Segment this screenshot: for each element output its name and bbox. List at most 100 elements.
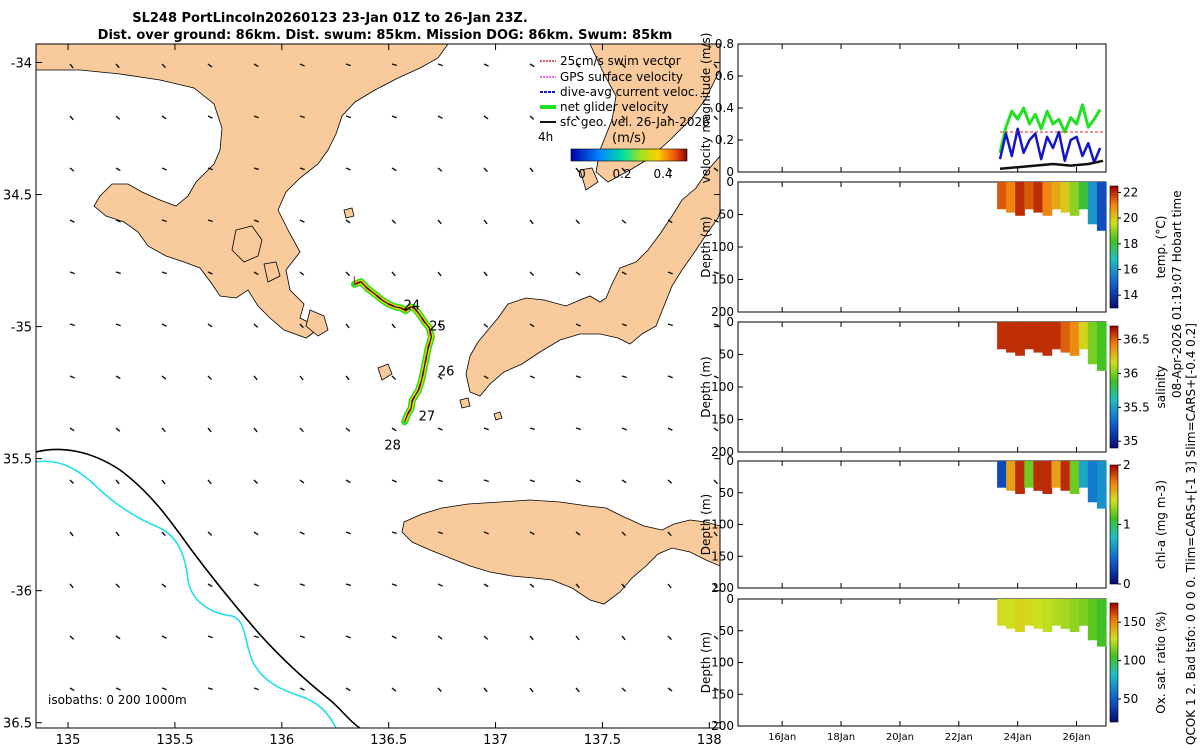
velocity-arrow bbox=[391, 271, 396, 277]
velocity-arrow bbox=[115, 687, 121, 691]
heatmap-cell bbox=[1024, 322, 1034, 350]
colorbar-label: temp. (°C) bbox=[1154, 216, 1168, 279]
velocity-arrow bbox=[529, 323, 535, 328]
velocity-arrow bbox=[529, 375, 535, 379]
velocity-arrow bbox=[161, 115, 167, 120]
velocity-series-line bbox=[998, 127, 1102, 164]
velocity-arrow bbox=[253, 271, 259, 276]
velocity-arrow bbox=[391, 323, 396, 329]
velocity-arrow bbox=[575, 635, 580, 641]
surface-velocity-vectors bbox=[69, 63, 719, 693]
velocity-arrow bbox=[437, 167, 443, 172]
velocity-arrow bbox=[529, 167, 534, 173]
velocity-arrow bbox=[161, 531, 166, 537]
velocity-arrow bbox=[391, 635, 397, 639]
velocity-arrow bbox=[391, 531, 397, 535]
velocity-arrow bbox=[345, 687, 351, 692]
panel-colorbar bbox=[1109, 185, 1119, 309]
panel-y-tick-label: 0 bbox=[726, 165, 734, 179]
heatmap-cell bbox=[1060, 182, 1071, 213]
velocity-arrow bbox=[575, 479, 581, 483]
velocity-arrow bbox=[161, 687, 167, 691]
heatmap-cell bbox=[1033, 599, 1044, 629]
velocity-arrow bbox=[115, 219, 121, 223]
panel-y-tick-label: 150 bbox=[711, 687, 734, 701]
velocity-arrow bbox=[253, 167, 259, 171]
heatmap-cell bbox=[1024, 182, 1034, 210]
velocity-arrow bbox=[529, 219, 534, 225]
velocity-arrow bbox=[207, 63, 213, 68]
velocity-arrow bbox=[529, 531, 535, 535]
velocity-arrow bbox=[713, 63, 718, 69]
velocity-arrow bbox=[115, 323, 121, 327]
colorbar-tick-label: 22 bbox=[1123, 185, 1138, 199]
heatmap-cell bbox=[1042, 322, 1053, 356]
heatmap-cell bbox=[1078, 182, 1089, 210]
colorbar-tick-label: 0 bbox=[1123, 577, 1131, 591]
heatmap-cell bbox=[1015, 322, 1025, 356]
velocity-arrow bbox=[483, 583, 489, 588]
heatmap-cell bbox=[1042, 461, 1053, 494]
velocity-arrow bbox=[621, 479, 627, 484]
heatmap-cell bbox=[997, 599, 1007, 626]
map-y-tick-label: -36 bbox=[11, 585, 32, 600]
velocity-arrow bbox=[483, 687, 488, 693]
map-y-tick-label: -34 bbox=[11, 56, 32, 71]
heatmap-cell bbox=[1015, 182, 1025, 216]
velocity-arrow bbox=[299, 479, 305, 484]
velocity-arrow bbox=[161, 219, 167, 223]
heatmap-cell bbox=[997, 461, 1007, 488]
panel-temperature: 0 50 100 150 200 Depth (m) 14 16 18 20 22 temp. (°C… bbox=[699, 175, 1168, 319]
heatmap-cell bbox=[1087, 461, 1098, 503]
map-y-tick-label: 35.5 bbox=[3, 453, 32, 468]
colorbar-tick-0: 0 bbox=[578, 167, 586, 181]
velocity-arrow bbox=[115, 167, 121, 172]
panel-colorbar bbox=[1109, 602, 1119, 723]
heatmap-cell bbox=[1096, 461, 1107, 509]
heatmap-cell bbox=[1051, 182, 1062, 210]
velocity-arrow bbox=[345, 635, 351, 639]
velocity-arrow bbox=[667, 219, 673, 224]
velocity-arrow bbox=[69, 687, 75, 692]
chart-title-line2: Dist. over ground: 86km. Dist. swum: 85k… bbox=[98, 28, 673, 43]
velocity-arrow bbox=[391, 115, 397, 119]
timestamp-caption: 08-Apr-2026 01:19:07 Hobart time bbox=[1170, 190, 1184, 398]
map-panel: 135 135.5 136 136.5 137 137.5 138 -34 34.5 -35 35.… bbox=[3, 43, 722, 748]
panel-y-tick-label: 200 bbox=[711, 305, 734, 319]
velocity-arrow bbox=[529, 583, 535, 588]
velocity-arrow bbox=[667, 375, 673, 379]
velocity-arrow bbox=[345, 375, 350, 381]
heatmap-cell bbox=[1078, 461, 1089, 488]
colorbar-tick-label: 150 bbox=[1123, 615, 1146, 629]
track-day-label: 26 bbox=[438, 364, 455, 379]
velocity-arrow bbox=[529, 271, 535, 276]
heatmap-cell bbox=[1069, 599, 1080, 632]
map-land bbox=[36, 44, 720, 728]
velocity-arrow bbox=[115, 583, 121, 589]
heatmap-cell bbox=[1042, 599, 1053, 632]
velocity-arrow bbox=[621, 271, 627, 276]
track-line bbox=[354, 281, 432, 422]
heatmap-cell bbox=[1069, 182, 1080, 216]
velocity-arrow bbox=[253, 687, 259, 691]
colorbar-tick-label: 35.5 bbox=[1123, 400, 1150, 414]
panel-y-tick-label: 0 bbox=[726, 175, 734, 189]
heatmap-cell bbox=[1006, 182, 1016, 213]
velocity-arrow bbox=[69, 219, 75, 223]
velocity-arrow bbox=[115, 635, 121, 640]
panel-y-axis-label: Depth (m) bbox=[699, 632, 713, 693]
panel-y-tick-label: 50 bbox=[719, 624, 734, 638]
colorbar-tick-label: 35 bbox=[1123, 434, 1138, 448]
velocity-arrow bbox=[161, 583, 167, 588]
velocity-arrow bbox=[161, 375, 167, 380]
velocity-arrow bbox=[529, 687, 534, 693]
velocity-arrow bbox=[713, 219, 719, 223]
land-islet-a bbox=[459, 397, 471, 409]
velocity-arrow bbox=[621, 323, 627, 327]
panel-y-tick-label: 100 bbox=[711, 380, 734, 394]
velocity-arrow bbox=[621, 115, 626, 121]
heatmap-cell bbox=[1033, 182, 1044, 213]
panel-colorbar bbox=[1109, 464, 1119, 585]
velocity-arrow bbox=[713, 635, 719, 640]
